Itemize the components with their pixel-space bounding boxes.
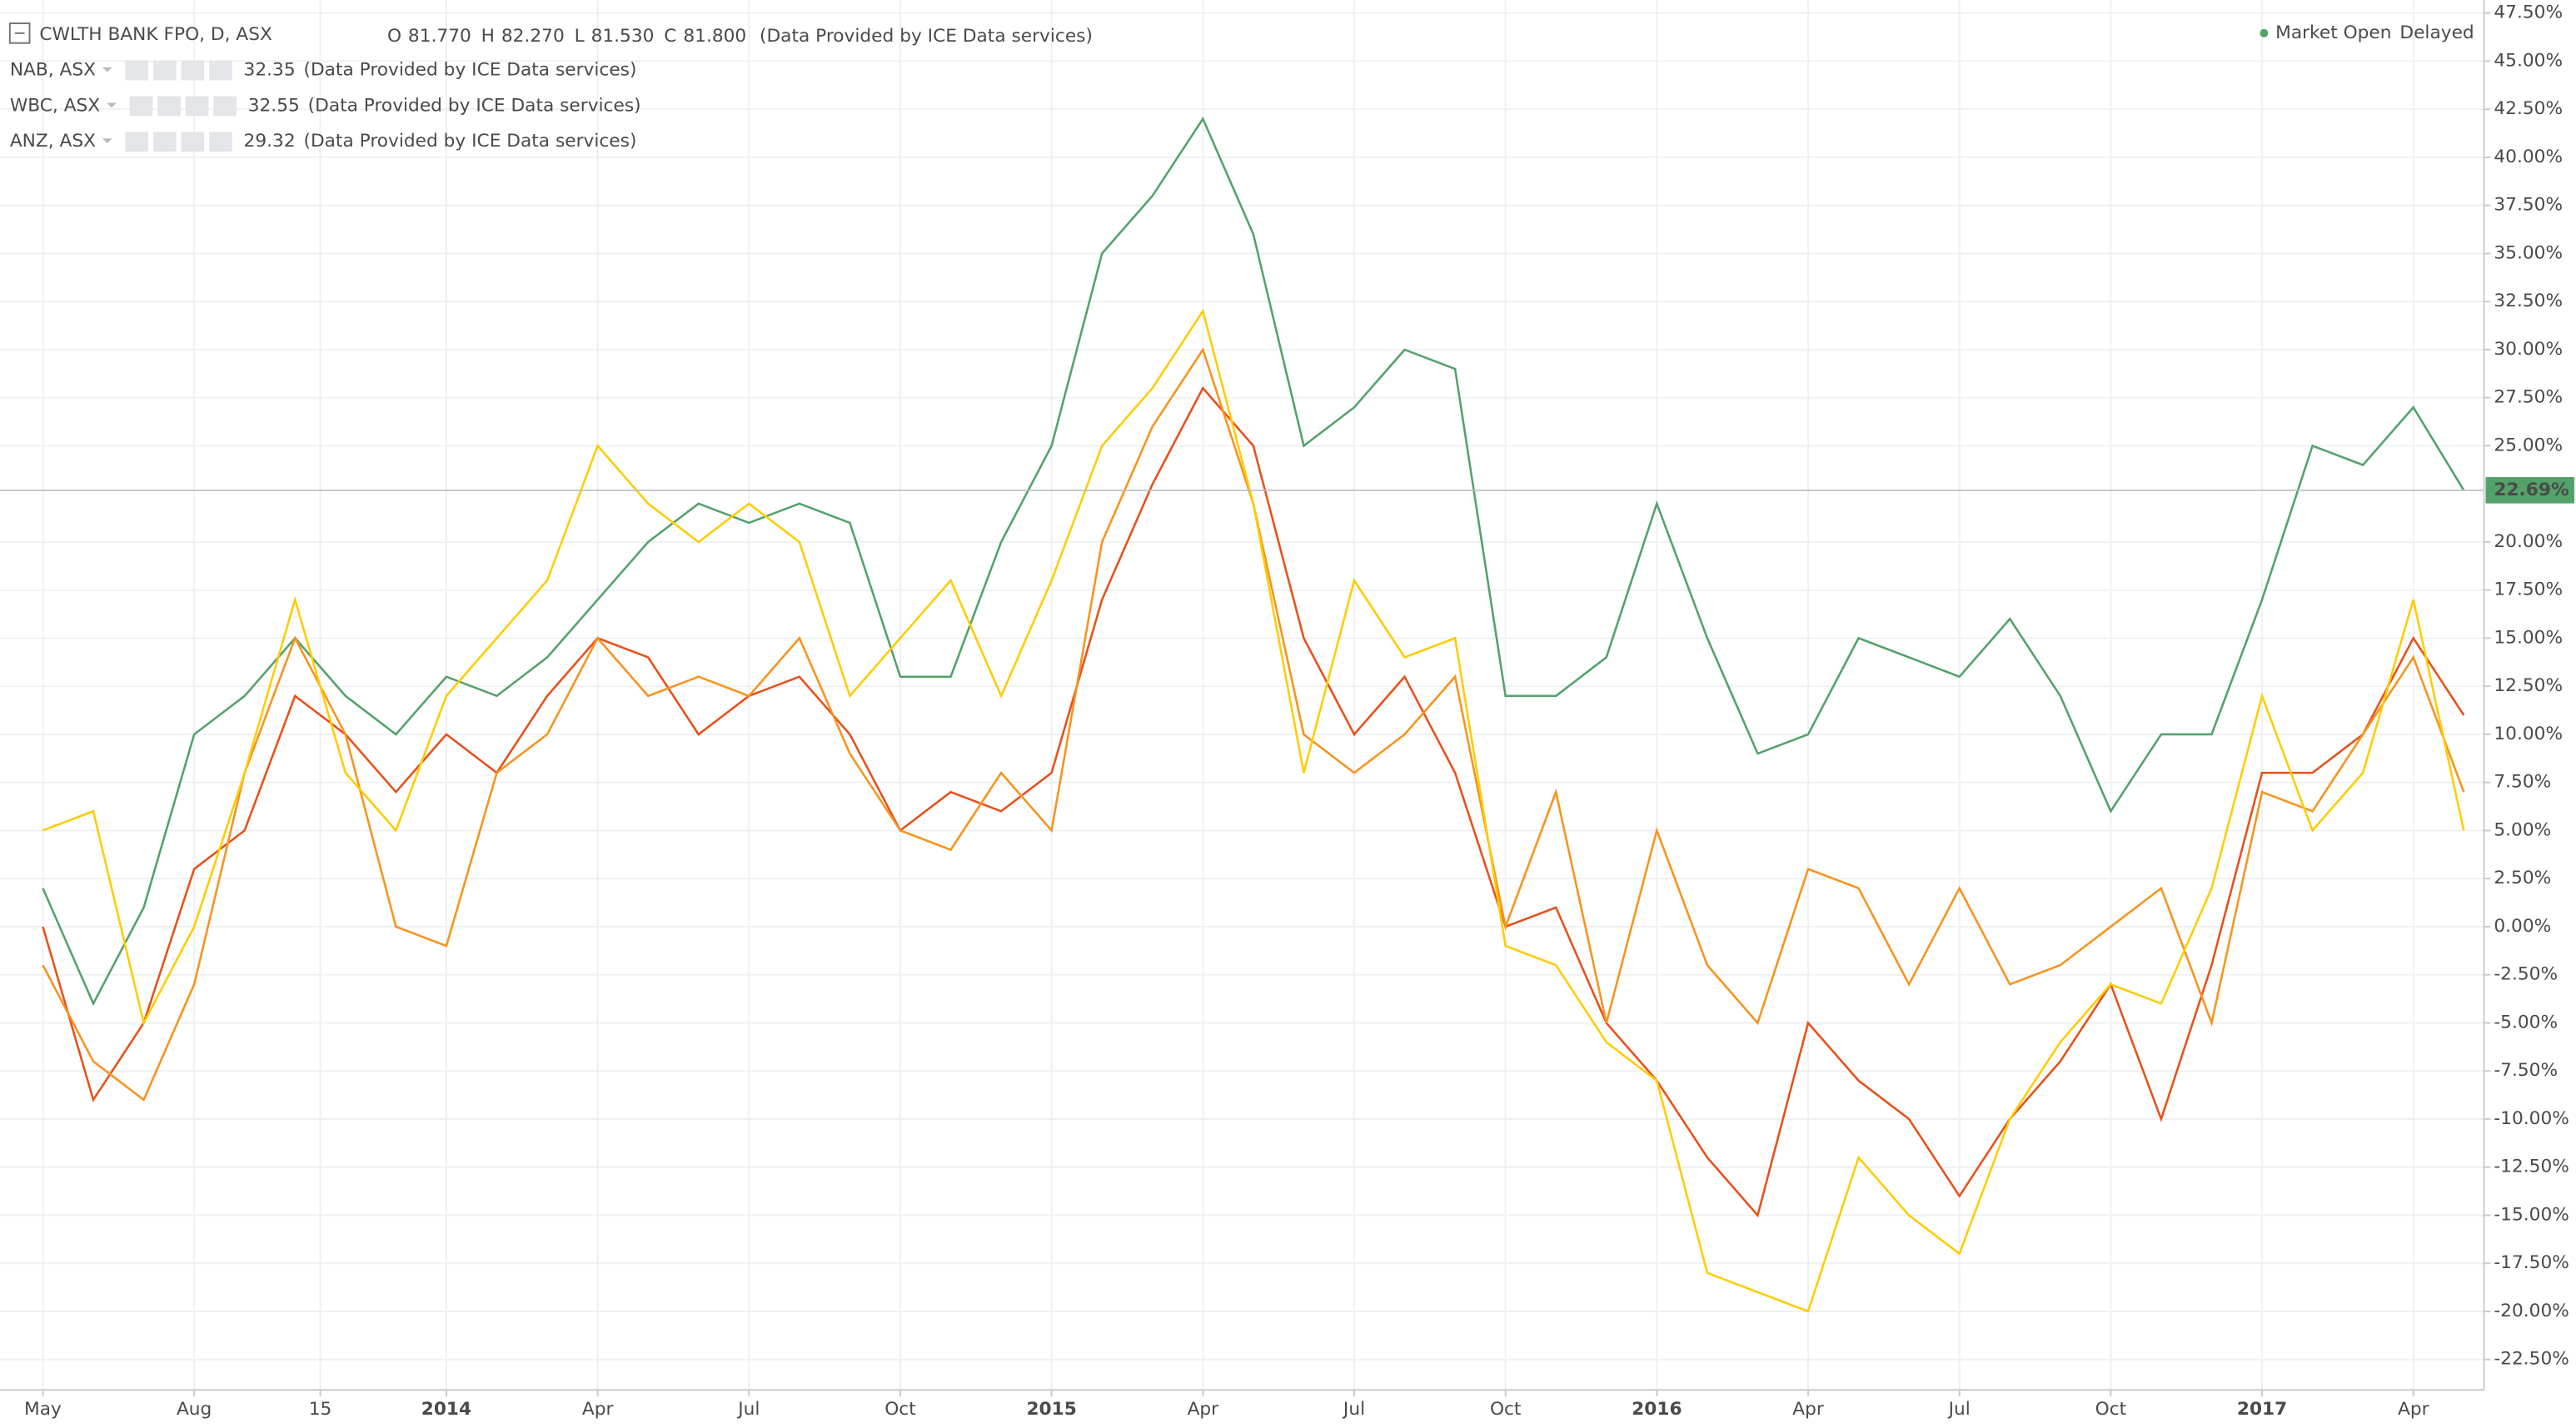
status-dot — [2260, 28, 2269, 37]
y-tick-label: -22.50% — [2494, 1349, 2569, 1370]
x-tick-label: 2015 — [1026, 1399, 1076, 1420]
y-tick-label: 0.00% — [2494, 916, 2551, 937]
y-tick-label: 10.00% — [2494, 724, 2563, 744]
legend-button[interactable] — [153, 60, 177, 81]
series-line — [42, 386, 2465, 1218]
y-tick-label: 47.50% — [2494, 2, 2563, 23]
legend-dropdown — [102, 67, 112, 72]
y-tick-label: -12.50% — [2494, 1157, 2569, 1177]
legend-button[interactable] — [125, 60, 149, 81]
ohlc-value: 81.800 — [683, 26, 746, 47]
x-tick-label: Jul — [1947, 1399, 1971, 1420]
legend-button[interactable] — [185, 96, 209, 117]
x-tick-label: Apr — [1188, 1399, 1219, 1420]
x-tick-label: Aug — [177, 1399, 212, 1420]
x-tick-label: Jul — [736, 1399, 760, 1420]
grid — [0, 0, 2484, 1391]
x-tick-label: Apr — [1792, 1399, 1824, 1420]
legend-name: NAB, ASX — [10, 60, 96, 81]
y-tick-label: 37.50% — [2494, 195, 2563, 216]
legend-button[interactable] — [157, 96, 181, 117]
x-tick-label: 15 — [309, 1399, 332, 1420]
y-tick-label: 27.50% — [2494, 387, 2563, 408]
y-tick-label: 40.00% — [2494, 147, 2563, 167]
ohlc-key: H — [481, 26, 495, 47]
y-tick-label: 45.00% — [2494, 50, 2563, 71]
y-tick-label: -20.00% — [2494, 1301, 2569, 1321]
series-line — [42, 116, 2465, 1007]
legend-button[interactable] — [209, 132, 232, 152]
legend: CWLTH BANK FPO, D, ASX O 81.770 H 82.270 L 81.… — [10, 22, 2474, 152]
series-line — [42, 308, 2465, 1313]
legend-button[interactable] — [153, 132, 177, 152]
legend-button[interactable] — [213, 96, 237, 117]
x-tick-label: May — [24, 1399, 62, 1420]
y-tick-label: -15.00% — [2494, 1204, 2569, 1225]
y-tick-label: 30.00% — [2494, 339, 2563, 360]
y-tick-label: 12.50% — [2494, 675, 2563, 696]
legend-button[interactable] — [125, 132, 149, 152]
last-value-label: 22.69% — [2494, 480, 2569, 500]
ohlc-key: C — [664, 26, 676, 47]
x-tick-label: Oct — [1490, 1399, 1522, 1420]
ohlc-value: 82.270 — [501, 26, 565, 47]
x-tick-label: 2014 — [421, 1399, 471, 1420]
y-tick-label: -2.50% — [2494, 964, 2558, 985]
y-tick-label: -17.50% — [2494, 1252, 2569, 1273]
legend-button[interactable] — [181, 60, 205, 81]
legend-value: 32.35 — [244, 60, 296, 81]
y-tick-label: 35.00% — [2494, 242, 2563, 263]
x-tick-label: Oct — [2095, 1399, 2126, 1420]
lines — [0, 116, 2484, 1313]
legend-name: WBC, ASX — [10, 95, 100, 116]
data-source: (Data Provided by ICE Data services) — [760, 26, 1093, 47]
y-tick-label: 5.00% — [2494, 819, 2551, 840]
y-tick-label: 2.50% — [2494, 868, 2551, 888]
market-status: Market Open — [2275, 22, 2391, 43]
legend-dropdown — [107, 102, 117, 108]
y-tick-label: 32.50% — [2494, 291, 2563, 311]
ohlc-value: 81.530 — [591, 26, 655, 47]
x-tick-label: Apr — [2398, 1399, 2429, 1420]
y-tick-label: -7.50% — [2494, 1060, 2558, 1081]
ohlc-key: L — [575, 26, 585, 47]
labels: 47.50% 45.00% 42.50% 40.00% 37.50% 35.00% 32.5… — [24, 2, 2575, 1420]
y-tick-label: -10.00% — [2494, 1108, 2569, 1129]
x-tick-label: 2016 — [1632, 1399, 1682, 1420]
y-tick-label: 20.00% — [2494, 531, 2563, 552]
ohlc-key: O — [387, 26, 401, 47]
legend-source: (Data Provided by ICE Data services) — [303, 131, 636, 152]
legend-source: (Data Provided by ICE Data services) — [308, 95, 641, 116]
y-tick-label: 42.50% — [2494, 98, 2563, 119]
x-tick-label: Jul — [1342, 1399, 1365, 1420]
legend-name: ANZ, ASX — [10, 131, 96, 152]
x-tick-label: Apr — [582, 1399, 614, 1420]
y-tick-label: 25.00% — [2494, 435, 2563, 455]
legend-button[interactable] — [209, 60, 232, 81]
last-value-box — [2485, 477, 2575, 504]
delay-status: Delayed — [2399, 22, 2474, 43]
y-tick-label: 15.00% — [2494, 627, 2563, 648]
legend-value: 29.32 — [244, 131, 296, 152]
legend-value: 32.55 — [248, 95, 300, 116]
legend-button[interactable] — [181, 132, 205, 152]
y-tick-label: 7.50% — [2494, 772, 2551, 793]
chart-title: CWLTH BANK FPO, D, ASX — [39, 24, 272, 45]
legend-button[interactable] — [129, 96, 153, 117]
x-tick-label: 2017 — [2237, 1399, 2287, 1420]
x-tick-label: Oct — [884, 1399, 916, 1420]
legend-source: (Data Provided by ICE Data services) — [304, 60, 637, 81]
ohlc-value: 81.770 — [408, 26, 471, 47]
y-tick-label: -5.00% — [2494, 1012, 2558, 1032]
collapse-button[interactable] — [8, 22, 31, 44]
legend-dropdown — [102, 138, 112, 144]
y-tick-label: 17.50% — [2494, 580, 2563, 600]
